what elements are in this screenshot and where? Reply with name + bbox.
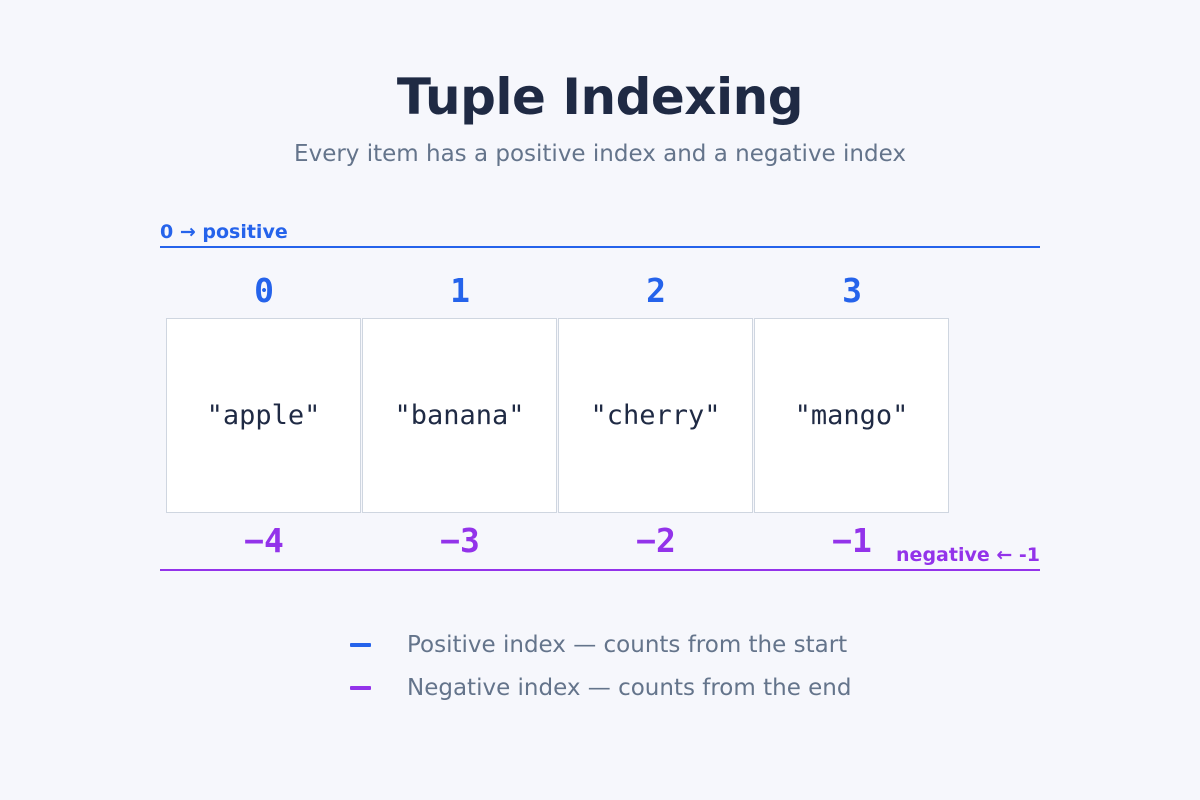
tuple-item-value: "banana": [394, 400, 525, 431]
tuple-item-value: "cherry": [590, 400, 721, 431]
positive-index: 1: [450, 271, 470, 310]
legend-label: Positive index — counts from the start: [407, 632, 848, 658]
negative-index: −2: [636, 521, 676, 560]
legend-swatch-negative: [350, 686, 371, 690]
legend-label: Negative index — counts from the end: [407, 675, 852, 701]
legend-swatch-positive: [350, 643, 371, 647]
negative-index: −3: [440, 521, 480, 560]
legend-item-negative: Negative index — counts from the end: [350, 671, 950, 705]
positive-index: 2: [646, 271, 666, 310]
tuple-cell: "banana": [362, 318, 557, 513]
tuple-item-value: "apple": [206, 400, 321, 431]
positive-index: 3: [842, 271, 862, 310]
diagram-subtitle: Every item has a positive index and a ne…: [294, 141, 906, 167]
tuple-cell: "apple": [166, 318, 361, 513]
positive-rule: [160, 246, 1040, 248]
positive-index-row: 0 1 2 3: [166, 270, 950, 312]
negative-index: −4: [244, 521, 284, 560]
tuple-cells: "apple" "banana" "cherry" "mango": [166, 318, 949, 513]
negative-caption: negative ← -1: [896, 544, 1040, 566]
tuple-cell: "mango": [754, 318, 949, 513]
positive-caption: 0 → positive: [160, 221, 288, 243]
negative-rule: [160, 569, 1040, 571]
tuple-item-value: "mango": [794, 400, 909, 431]
positive-index: 0: [254, 271, 274, 310]
tuple-cell: "cherry": [558, 318, 753, 513]
negative-index-row: −4 −3 −2 −1: [166, 520, 950, 562]
diagram-title: Tuple Indexing: [396, 68, 804, 126]
negative-index: −1: [832, 521, 872, 560]
legend-item-positive: Positive index — counts from the start: [350, 628, 950, 662]
